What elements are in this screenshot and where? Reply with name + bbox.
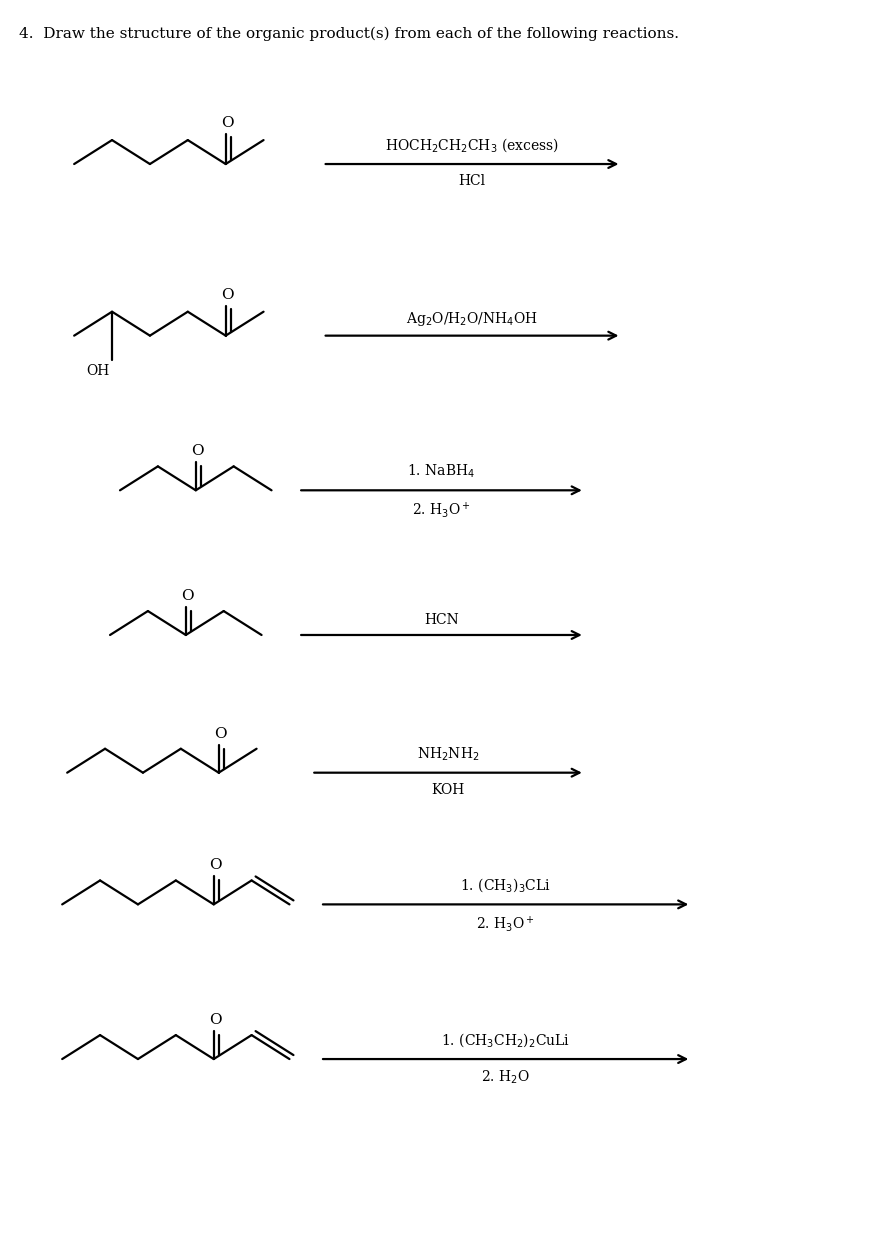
Text: O: O [222,116,234,130]
Text: Ag$_2$O/H$_2$O/NH$_4$OH: Ag$_2$O/H$_2$O/NH$_4$OH [406,310,538,328]
Text: HOCH$_2$CH$_2$CH$_3$ (excess): HOCH$_2$CH$_2$CH$_3$ (excess) [385,136,559,154]
Text: O: O [222,287,234,301]
Text: NH$_2$NH$_2$: NH$_2$NH$_2$ [417,746,479,762]
Text: 2. H$_3$O$^+$: 2. H$_3$O$^+$ [477,915,535,934]
Text: 1. (CH$_3$)$_3$CLi: 1. (CH$_3$)$_3$CLi [461,877,551,895]
Text: O: O [209,858,222,872]
Text: O: O [192,445,204,459]
Text: 2. H$_2$O: 2. H$_2$O [481,1068,530,1086]
Text: O: O [181,590,194,604]
Text: KOH: KOH [431,782,464,796]
Text: HCl: HCl [458,174,485,188]
Text: 4.  Draw the structure of the organic product(s) from each of the following reac: 4. Draw the structure of the organic pro… [19,26,679,40]
Text: O: O [215,727,227,741]
Text: O: O [209,1013,222,1027]
Text: 2. H$_3$O$^+$: 2. H$_3$O$^+$ [412,500,471,520]
Text: 1. (CH$_3$CH$_2$)$_2$CuLi: 1. (CH$_3$CH$_2$)$_2$CuLi [442,1031,570,1050]
Text: OH: OH [86,364,109,378]
Text: HCN: HCN [424,614,459,627]
Text: 1. NaBH$_4$: 1. NaBH$_4$ [407,462,476,480]
